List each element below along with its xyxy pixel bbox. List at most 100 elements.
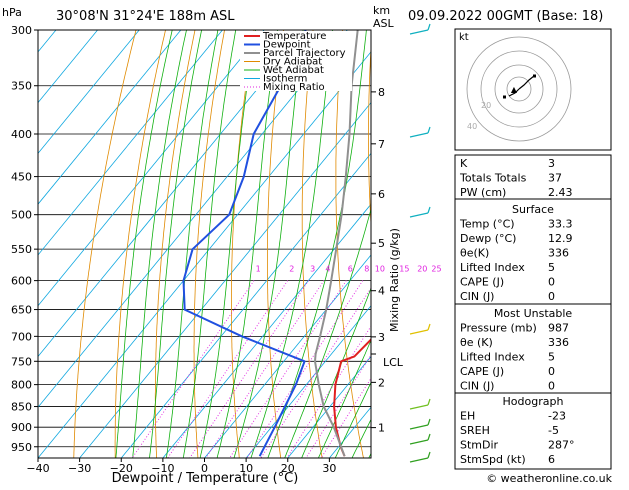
mixing-ratio-line	[131, 280, 255, 458]
datetime-title: 09.09.2022 00GMT (Base: 18)	[408, 9, 603, 24]
isotherm	[38, 30, 98, 104]
y-tick-label: 650	[11, 304, 32, 317]
surface-value: 33.3	[548, 218, 573, 231]
isotherm	[79, 102, 371, 458]
surface-value: 5	[548, 261, 555, 274]
most-unstable-value: 0	[548, 380, 555, 393]
hodograph-row-label: SREH	[460, 424, 490, 437]
parcel-trajectory-line	[314, 30, 359, 457]
hodograph-row-value: 6	[548, 453, 555, 466]
wet-adiabat	[216, 30, 279, 458]
mixing-ratio-axis-label: Mixing Ratio (g/kg)	[388, 228, 401, 332]
dry-adiabat	[400, 30, 446, 458]
wind-barb	[409, 329, 429, 335]
lcl-label: LCL	[383, 356, 404, 369]
legend-dewpoint: Dewpoint	[263, 40, 311, 51]
isotherm	[204, 254, 371, 458]
wet-adiabat	[284, 207, 371, 458]
most-unstable-label: θe (K)	[460, 336, 493, 349]
km-tick-label: 3	[378, 331, 385, 344]
surface-label: CIN (J)	[460, 290, 494, 303]
wet-adiabat	[301, 287, 371, 458]
y-tick-label: 750	[11, 355, 32, 368]
wet-adiabat	[165, 30, 219, 458]
hodograph-ring	[506, 76, 532, 102]
index-value: 3	[548, 157, 555, 170]
index-label: Totals Totals	[459, 172, 527, 185]
y-tick-label: 400	[11, 128, 32, 141]
wet-adiabat	[149, 30, 202, 458]
isotherm	[38, 30, 307, 358]
y-tick-label: 950	[11, 441, 32, 454]
surface-value: 12.9	[548, 232, 573, 245]
dry-adiabat	[114, 30, 166, 458]
km-tick-label: 7	[378, 138, 385, 151]
legend-isotherm: Isotherm	[263, 74, 307, 85]
isotherm	[287, 355, 371, 458]
wind-barb-flag	[427, 451, 431, 459]
most-unstable-label: Lifted Index	[460, 351, 525, 364]
mixing-ratio-label: 10	[375, 265, 385, 274]
wind-barbs	[409, 23, 431, 463]
y-tick-label: 850	[11, 401, 32, 414]
most-unstable-value: 987	[548, 322, 569, 335]
wet-adiabat	[267, 30, 367, 458]
hodograph-ring	[466, 36, 572, 142]
x-tick-label: −30	[68, 462, 91, 475]
y-tick-label: 700	[11, 330, 32, 343]
most-unstable-value: 336	[548, 336, 569, 349]
legend-wet-adiabat: Wet Adiabat	[263, 65, 324, 76]
storm-motion-icon: ▲	[511, 85, 518, 94]
hodograph-row-label: StmSpd (kt)	[460, 453, 526, 466]
surface-label: CAPE (J)	[460, 276, 504, 289]
mixing-ratio-label: 25	[431, 265, 441, 274]
surface-label: θe(K)	[460, 247, 489, 260]
x-axis-label: Dewpoint / Temperature (°C)	[112, 471, 299, 486]
mixing-ratio-label: 4	[325, 265, 330, 274]
wind-barb	[409, 404, 429, 410]
isotherm	[38, 30, 348, 408]
x-tick-label: −20	[110, 462, 133, 475]
axes: −40 −30 −20 −10 0 10 20 30 300 350 400 450 500 550 600…	[11, 24, 404, 475]
y-tick-label: 600	[11, 275, 32, 288]
x-tick-label: −10	[151, 462, 174, 475]
hodograph-point	[533, 74, 536, 78]
temperature-line	[333, 338, 371, 457]
index-label: PW (cm)	[460, 186, 506, 199]
y-tick-label: 450	[11, 171, 32, 184]
dry-adiabat	[301, 30, 323, 458]
hodograph-row-label: StmDir	[460, 439, 499, 452]
asl-unit: ASL	[373, 17, 395, 30]
isotherm	[162, 203, 371, 458]
hodograph-trace	[518, 75, 535, 90]
surface-value: 0	[548, 290, 555, 303]
wind-barb-flag	[427, 323, 431, 331]
dewpoint-line	[182, 30, 307, 457]
hodograph-row-value: 287°	[548, 439, 575, 452]
km-tick-label: 5	[378, 237, 385, 250]
hodograph-ring	[480, 50, 558, 128]
wind-barb	[409, 424, 429, 430]
mixing-ratio-line	[167, 280, 289, 458]
isotherm	[245, 305, 371, 458]
hodograph-frame	[454, 28, 612, 151]
surface-value: 0	[548, 276, 555, 289]
legend-parcel: Parcel Trajectory	[263, 48, 346, 59]
dry-adiabat	[193, 30, 225, 458]
legend-temperature: Temperature	[262, 31, 326, 42]
y-tick-label: 300	[11, 24, 32, 37]
wind-barb-flag	[427, 433, 431, 441]
surface-label: Lifted Index	[460, 261, 525, 274]
location-title: 30°08'N 31°24'E 188m ASL	[56, 9, 235, 24]
index-label: K	[460, 157, 468, 170]
km-tick-label: 6	[378, 188, 385, 201]
indices-panel: K 3 Totals Totals 37 PW (cm) 2.43 Surface Temp …	[454, 154, 612, 470]
wet-adiabat	[182, 30, 237, 458]
wind-barb-flag	[427, 398, 431, 406]
km-tick-label: 1	[378, 422, 385, 435]
mixing-ratio-line	[320, 377, 371, 458]
mixing-ratio-label: 8	[364, 265, 369, 274]
dry-adiabat	[368, 40, 371, 231]
hodograph-point	[503, 95, 506, 99]
wind-barb-flag	[427, 418, 431, 426]
